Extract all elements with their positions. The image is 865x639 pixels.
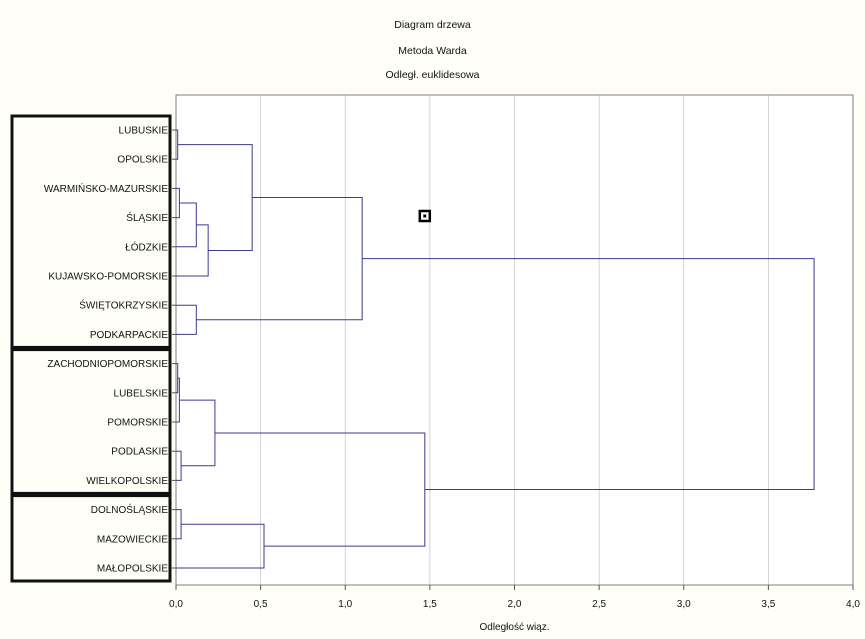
leaf-label: WIELKOPOLSKIE (86, 476, 168, 487)
leaf-label: MAZOWIECKIE (97, 534, 168, 545)
leaf-label: PODLASKIE (111, 447, 168, 458)
leaf-label: ŚLĄSKIE (126, 211, 168, 224)
x-tick-label: 4,0 (846, 599, 860, 610)
x-tick-label: 0,0 (169, 599, 183, 610)
dendrogram-link (176, 509, 182, 540)
leaf-label: ŚWIĘTOKRZYSKIE (79, 299, 168, 312)
x-tick-label: 1,5 (423, 599, 437, 610)
x-tick-label: 2,5 (592, 599, 606, 610)
leaf-label: PODKARPACKIE (90, 330, 168, 341)
x-tick-label: 2,0 (508, 599, 522, 610)
leaf-label: POMORSKIE (107, 418, 168, 429)
leaf-label: MAŁOPOLSKIE (97, 564, 168, 575)
leaf-label: ZACHODNIOPOMORSKIE (47, 359, 168, 370)
chart-title-line-3: Odległ. euklidesowa (385, 69, 480, 81)
leaf-label: ŁÓDZKIE (125, 240, 168, 253)
leaf-label: DOLNOŚLĄSKIE (91, 503, 169, 516)
cluster-box (10, 348, 172, 495)
dendrogram-link (214, 432, 426, 547)
cluster-box (10, 114, 172, 349)
cluster-box (10, 494, 172, 583)
square-marker-dot (423, 214, 427, 218)
chart-title-line-1: Diagram drzewa (394, 19, 471, 31)
dendrogram-link (362, 258, 815, 491)
x-tick-label: 1,0 (338, 599, 352, 610)
x-tick-label: 3,5 (761, 599, 775, 610)
leaf-label: KUJAWSKO-POMORSKIE (48, 272, 168, 283)
chart-title-line-2: Metoda Warda (398, 45, 467, 57)
x-axis-label: Odległość wiąz. (479, 622, 549, 633)
x-tick-label: 3,0 (677, 599, 691, 610)
leaf-label: LUBUSKIE (119, 126, 169, 137)
leaf-label: LUBELSKIE (114, 388, 169, 399)
dendrogram-link (176, 450, 182, 481)
leaf-label: OPOLSKIE (117, 155, 168, 166)
x-tick-label: 0,5 (254, 599, 268, 610)
leaf-label: WARMIŃSKO-MAZURSKIE (44, 182, 168, 195)
